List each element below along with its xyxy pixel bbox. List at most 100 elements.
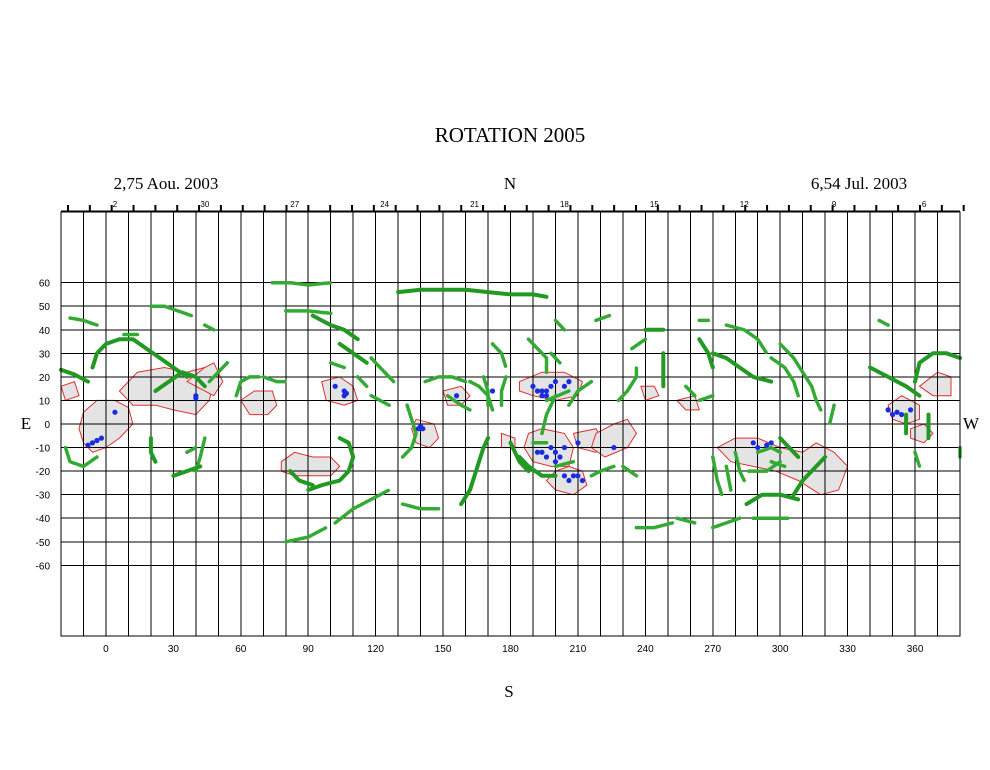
filament-thick <box>710 351 774 384</box>
sunspot <box>561 383 568 389</box>
x-tick-label: 300 <box>772 644 789 655</box>
sunspot <box>415 426 421 432</box>
south-label: S <box>504 682 513 701</box>
filament-thick <box>459 436 490 507</box>
filament-thin <box>333 488 391 525</box>
filament-thick <box>90 337 189 379</box>
filament-thin <box>369 393 391 407</box>
filament-thick <box>306 436 356 492</box>
sunspot <box>907 407 914 413</box>
filament-thick <box>148 436 158 464</box>
x-tick-label: 360 <box>907 644 924 655</box>
filament-thin <box>769 356 800 398</box>
filament-thin <box>400 502 441 511</box>
plage-region <box>675 395 700 411</box>
x-tick-label: 60 <box>235 644 247 655</box>
sunspot <box>570 473 577 479</box>
filament-thin <box>877 318 890 327</box>
north-label: N <box>504 174 516 193</box>
plage-region <box>240 390 278 416</box>
sunspot <box>764 442 770 448</box>
filament-thin <box>540 393 558 436</box>
sunspot <box>420 426 426 432</box>
plage-region <box>640 385 660 402</box>
day-tick-label: 18 <box>560 200 569 209</box>
x-tick-label: 90 <box>303 644 315 655</box>
filament-layer <box>59 280 962 544</box>
y-tick-label: 20 <box>39 373 51 384</box>
sunspot <box>543 393 550 399</box>
filament-thin <box>423 375 468 384</box>
filament-thick <box>697 337 715 370</box>
filament-thin <box>490 342 508 370</box>
filament-thin <box>630 337 648 351</box>
filament-thin <box>185 445 198 455</box>
sunspot <box>579 477 586 484</box>
y-tick-label: -40 <box>36 514 51 525</box>
day-tick-label: 15 <box>650 200 659 209</box>
filament-thin <box>733 450 746 483</box>
sunspot <box>575 473 581 479</box>
filament-thin <box>769 459 787 469</box>
east-label: E <box>21 414 31 433</box>
plage-region <box>918 371 952 397</box>
filament-thick <box>791 455 828 497</box>
filament-thin <box>724 323 769 356</box>
filament-thin <box>827 403 836 426</box>
sunspot <box>552 459 559 465</box>
plage-region <box>590 418 637 458</box>
filament-thin <box>261 375 288 384</box>
filament-thin <box>778 342 823 412</box>
y-tick-label: -30 <box>36 491 51 502</box>
sunspot <box>561 444 568 451</box>
x-tick-label: 330 <box>839 644 856 655</box>
day-tick-label: 21 <box>470 200 479 209</box>
longitude-axis: 0 30 60 90 120 150 180 210 240 270 300 330 360 <box>103 644 924 655</box>
y-tick-label: -60 <box>36 561 51 572</box>
sunspot-layer <box>85 379 914 484</box>
filament-thin <box>445 393 472 412</box>
sunspot <box>557 454 563 460</box>
filament-thin <box>526 337 549 374</box>
sunspot <box>755 444 761 451</box>
filament-thin <box>913 450 922 469</box>
right-date: 6,54 Jul. 2003 <box>811 174 907 193</box>
plage-region <box>321 376 359 406</box>
latitude-axis: 60 50 40 30 20 10 0 -10 -20 -30 -40 -50 -60 <box>36 279 51 573</box>
filament-thin <box>203 323 216 332</box>
sunspot <box>85 442 91 448</box>
sunspot <box>750 440 756 446</box>
day-tick-axis: 2 30 27 24 21 18 15 12 9 6 <box>61 200 965 212</box>
filament-thick <box>868 365 922 398</box>
y-tick-label: 40 <box>39 326 51 337</box>
filament-thin <box>621 464 639 478</box>
filament-thin <box>589 464 616 478</box>
filament-thin <box>711 455 724 497</box>
sunspot <box>566 477 572 484</box>
sunspot <box>98 435 105 441</box>
filament-thin <box>594 313 612 323</box>
filament-thin <box>553 459 576 469</box>
plage-region <box>60 380 80 402</box>
day-tick-label: 2 <box>113 200 118 209</box>
y-tick-label: 50 <box>39 302 51 313</box>
sunspot <box>561 473 568 479</box>
day-tick-label: 12 <box>740 200 749 209</box>
filament-thick <box>913 351 962 384</box>
sunspot <box>548 383 554 389</box>
filament-thick <box>337 341 369 365</box>
filament-thin <box>234 375 261 398</box>
x-tick-label: 150 <box>435 644 452 655</box>
filament-thin <box>711 516 742 530</box>
filament-thick <box>744 492 801 507</box>
filament-thin <box>549 351 562 365</box>
sunspot <box>889 411 896 418</box>
x-tick-label: 0 <box>103 644 109 655</box>
day-tick-label: 6 <box>922 200 927 209</box>
sunspot <box>539 449 545 455</box>
west-label: W <box>963 414 980 433</box>
sunspot <box>611 444 617 451</box>
y-tick-label: 60 <box>39 279 51 290</box>
sunspot <box>453 393 460 399</box>
sunspot <box>94 437 100 444</box>
